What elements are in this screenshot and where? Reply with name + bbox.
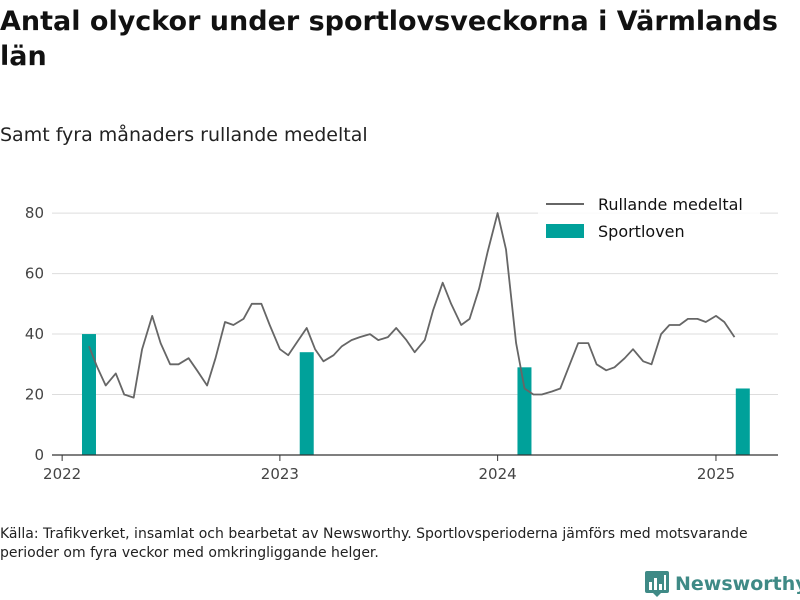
y-tick-label: 80 <box>25 204 44 222</box>
chart-title: Antal olyckor under sportlovsveckorna i … <box>0 6 778 72</box>
legend-label-bar[interactable]: Sportloven <box>598 222 685 241</box>
brand-name: Newsworthy <box>675 573 800 595</box>
chart-subtitle: Samt fyra månaders rullande medeltal <box>0 124 368 146</box>
line-rullande-medeltal[interactable] <box>88 212 736 399</box>
source-note: Källa: Trafikverket, insamlat och bearbe… <box>0 526 748 561</box>
bar-sportloven[interactable] <box>735 388 750 455</box>
chart-area: 0 20 40 60 80 2022 2023 2024 2025 Rullande medel… <box>24 190 778 483</box>
legend-bar-swatch <box>546 224 584 238</box>
x-tick-label: 2023 <box>261 465 299 483</box>
bar-chart-logo-icon <box>645 571 669 597</box>
x-tick-label: 2022 <box>43 465 81 483</box>
bar-sportloven[interactable] <box>81 334 96 455</box>
bar-series <box>81 334 750 455</box>
y-tick-label: 60 <box>25 265 44 283</box>
bar-sportloven[interactable] <box>299 352 314 455</box>
brand-logo[interactable]: Newsworthy <box>645 570 800 598</box>
bar-sportloven[interactable] <box>517 367 532 455</box>
axes: 0 20 40 60 80 2022 2023 2024 2025 <box>25 204 778 483</box>
line-series <box>88 212 736 399</box>
legend-label-line[interactable]: Rullande medeltal <box>598 195 743 214</box>
y-tick-label: 20 <box>25 386 44 404</box>
legend[interactable]: Rullande medeltal Sportloven <box>538 190 760 246</box>
x-tick-label: 2024 <box>479 465 517 483</box>
x-tick-label: 2025 <box>697 465 735 483</box>
y-tick-label: 0 <box>34 446 44 464</box>
y-tick-label: 40 <box>25 325 44 343</box>
